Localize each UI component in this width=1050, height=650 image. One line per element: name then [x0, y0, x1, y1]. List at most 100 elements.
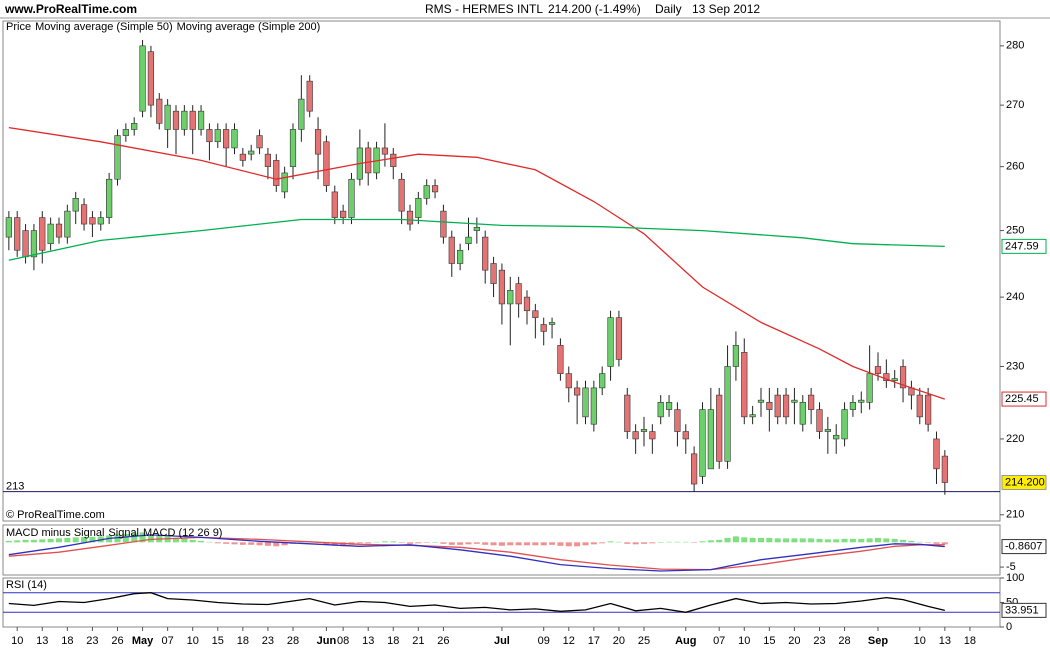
candle-body — [665, 402, 673, 410]
y-tick-label: 100 — [1006, 572, 1024, 584]
legend-entry: Price — [6, 21, 31, 33]
x-tick-label: 10 — [914, 635, 926, 647]
histogram-bar — [666, 541, 673, 543]
histogram-bar — [432, 542, 439, 543]
histogram-bar — [340, 542, 347, 547]
candle-body — [172, 110, 180, 130]
candle-body — [899, 366, 907, 389]
histogram-bar — [874, 537, 881, 543]
histogram-bar — [206, 541, 213, 543]
histogram-bar — [858, 538, 865, 543]
candle-body — [507, 290, 514, 305]
histogram-bar — [47, 538, 54, 543]
histogram-bar — [181, 538, 188, 543]
histogram-bar — [699, 541, 706, 543]
candle-body — [565, 373, 572, 389]
candle-body — [515, 283, 522, 305]
candle-body — [682, 431, 689, 440]
histogram-bar — [925, 542, 932, 543]
histogram-bar — [490, 542, 497, 546]
site-name: www.ProRealTime.com — [4, 2, 137, 16]
y-tick-label: 0 — [1006, 621, 1012, 633]
candle-body — [766, 402, 773, 410]
y-tick-label: 210 — [1006, 509, 1024, 521]
candle-body — [55, 223, 63, 238]
histogram-bar — [808, 538, 815, 543]
candle-body — [365, 147, 372, 174]
value-box — [1001, 391, 1047, 407]
histogram-bar — [281, 542, 288, 546]
legend-entry: Moving average (Simple 50) — [35, 21, 173, 33]
x-tick-label: 21 — [412, 635, 424, 647]
candle-body — [925, 394, 932, 425]
value-box — [1001, 539, 1047, 555]
candle-body — [808, 394, 815, 410]
x-tick-label: 18 — [61, 635, 73, 647]
candle-body — [131, 123, 138, 130]
candle-body — [89, 217, 96, 225]
histogram-bar — [498, 542, 505, 546]
candle-body — [716, 394, 723, 462]
candle-body — [331, 191, 338, 218]
x-tick-label: 10 — [11, 635, 23, 647]
x-tick-label: 07 — [162, 635, 174, 647]
y-tick-label: -5 — [1006, 561, 1016, 573]
legend-entry: Signal — [108, 527, 139, 539]
candle-body — [147, 51, 155, 106]
candle-body — [833, 434, 840, 440]
candle-body — [39, 217, 46, 251]
candle-body — [816, 409, 823, 432]
histogram-bar — [732, 536, 739, 543]
histogram-bar — [14, 540, 21, 543]
x-tick-label: 28 — [838, 635, 850, 647]
candle-body — [30, 230, 38, 258]
candle-body — [22, 230, 29, 258]
value-box-label: 214.200 — [1005, 476, 1045, 488]
candle-body — [323, 141, 330, 186]
candle-body — [289, 129, 297, 167]
candle-body — [348, 178, 355, 218]
candle-body — [891, 378, 898, 382]
candle-body — [248, 150, 255, 155]
x-tick-label: 13 — [362, 635, 374, 647]
candle-body — [189, 110, 196, 130]
candle-body — [791, 399, 798, 403]
histogram-bar — [883, 538, 890, 543]
candle-body — [849, 402, 857, 410]
histogram-bar — [849, 538, 856, 543]
x-tick-label: 17 — [588, 635, 600, 647]
histogram-bar — [691, 542, 698, 543]
y-tick-label: 260 — [1006, 161, 1024, 173]
histogram-bar — [791, 538, 798, 543]
histogram-bar — [81, 536, 88, 543]
candle-body — [14, 217, 21, 251]
histogram-bar — [557, 542, 564, 546]
x-tick-label: 23 — [262, 635, 274, 647]
histogram-bar — [223, 542, 230, 544]
x-tick-label: 10 — [187, 635, 199, 647]
line — [8, 536, 945, 571]
histogram-bar — [615, 541, 622, 543]
histogram-bar — [599, 542, 606, 544]
candle-body — [47, 223, 54, 244]
candle-body — [122, 129, 129, 136]
histogram-bar — [365, 542, 372, 544]
candle-body — [264, 153, 272, 167]
histogram-bar — [231, 542, 238, 545]
candle-body — [724, 366, 731, 462]
histogram-bar — [457, 542, 464, 545]
x-tick-label: 13 — [939, 635, 951, 647]
x-tick-label: Aug — [675, 635, 696, 647]
candle-body — [223, 129, 230, 149]
histogram-bar — [682, 541, 689, 543]
candle-body — [624, 394, 631, 432]
histogram-bar — [39, 539, 46, 543]
histogram-bar — [824, 539, 831, 543]
histogram-bar — [674, 541, 681, 543]
macd-panel — [2, 524, 1001, 576]
value-box-label: 247.59 — [1005, 240, 1039, 252]
x-tick-label: 20 — [613, 635, 625, 647]
histogram-bar — [749, 537, 756, 543]
histogram-bar — [833, 539, 840, 543]
x-tick-label: 18 — [237, 635, 249, 647]
